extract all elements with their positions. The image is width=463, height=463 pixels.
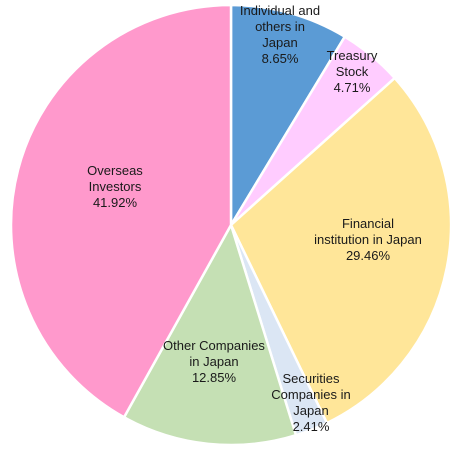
slice-label-financial-institution-in-japan: Financial institution in Japan 29.46%: [314, 216, 422, 263]
slice-label-line: Treasury: [327, 48, 378, 63]
slice-label-securities-companies-in-japan: Securities Companies in Japan 2.41%: [271, 371, 351, 434]
slice-label-line: 29.46%: [346, 248, 391, 263]
pie-slice-overseas-investors: [9, 3, 233, 419]
slice-label-line: Financial: [342, 216, 394, 231]
slice-label-line: 41.92%: [93, 195, 138, 210]
slice-label-line: in Japan: [189, 354, 238, 369]
pie-labels: Individual and others in Japan 8.65% Treasur…: [87, 3, 422, 434]
slice-label-treasury-stock: Treasury Stock 4.71%: [327, 48, 378, 95]
slice-label-other-companies-in-japan: Other Companies in Japan 12.85%: [163, 338, 265, 385]
slice-label-line: others in: [255, 19, 305, 34]
slice-label-line: Japan: [293, 403, 328, 418]
slice-label-line: Companies in: [271, 387, 351, 402]
slice-label-line: 8.65%: [262, 51, 299, 66]
pie-slice-other-companies-in-japan: [122, 221, 298, 447]
slice-label-line: Individual and: [240, 3, 320, 18]
slice-label-line: Japan: [262, 35, 297, 50]
slice-label-line: Investors: [89, 179, 142, 194]
slice-label-line: 12.85%: [192, 370, 237, 385]
slice-label-line: Overseas: [87, 163, 143, 178]
slice-label-line: Securities: [282, 371, 340, 386]
slice-label-line: Stock: [336, 64, 369, 79]
pie-slices: [9, 3, 453, 447]
slice-label-line: 4.71%: [334, 80, 371, 95]
slice-label-line: Other Companies: [163, 338, 265, 353]
slice-label-line: institution in Japan: [314, 232, 422, 247]
slice-label-individual-and-others-in-japan: Individual and others in Japan 8.65%: [240, 3, 320, 66]
slice-label-line: 2.41%: [293, 419, 330, 434]
pie-slice-individual-and-others-in-japan: [229, 3, 347, 230]
slice-label-overseas-investors: Overseas Investors 41.92%: [87, 163, 143, 210]
